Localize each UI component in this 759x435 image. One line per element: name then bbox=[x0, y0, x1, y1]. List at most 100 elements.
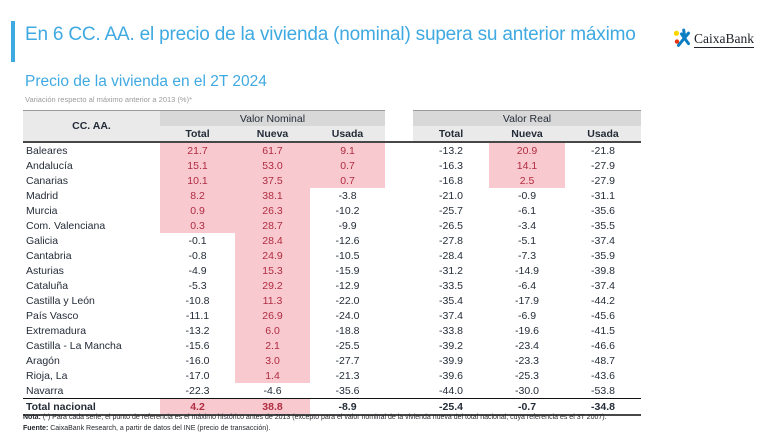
value-cell: 8.2 bbox=[160, 188, 235, 203]
housing-price-table: CC. AA. Valor Nominal Valor Real Total N… bbox=[23, 110, 641, 416]
region-label: Andalucía bbox=[26, 159, 73, 172]
value-cell: -10.8 bbox=[185, 294, 210, 307]
value-cell: 0.7 bbox=[310, 173, 385, 188]
value-cell: 15.1 bbox=[160, 158, 235, 173]
column-gap bbox=[385, 353, 413, 368]
column-gap bbox=[385, 233, 413, 248]
value-cell: -3.4 bbox=[517, 219, 537, 232]
value-cell: -17.9 bbox=[515, 294, 539, 307]
value-cell: -25.4 bbox=[413, 398, 489, 416]
table-row: Rioja, La -17.0 1.4 -21.3 -39.6 -25.3 -43.6 bbox=[23, 368, 641, 383]
column-gap bbox=[385, 338, 413, 353]
table-header: CC. AA. Valor Nominal Valor Real Total N… bbox=[23, 110, 641, 143]
value-cell: -4.9 bbox=[188, 264, 207, 277]
value-cell: -10.5 bbox=[335, 249, 360, 262]
value-cell: -37.4 bbox=[439, 309, 463, 322]
value-cell: -11.1 bbox=[185, 309, 210, 322]
value-cell: -16.3 bbox=[439, 159, 463, 172]
value-cell: -19.6 bbox=[515, 324, 539, 337]
value-cell: 2.1 bbox=[235, 338, 310, 353]
value-cell: -31.2 bbox=[439, 264, 463, 277]
note-text: (*) Para cada serie, el punto de referen… bbox=[40, 414, 607, 421]
value-cell: 15.3 bbox=[235, 263, 310, 278]
value-cell: 14.1 bbox=[489, 158, 565, 173]
cc-aa-header: CC. AA. bbox=[23, 110, 160, 143]
table-row: Madrid 8.2 38.1 -3.8 -21.0 -0.9 -31.1 bbox=[23, 188, 641, 203]
region-label: Com. Valenciana bbox=[26, 219, 106, 232]
value-cell: -21.3 bbox=[335, 369, 360, 382]
value-cell: -27.7 bbox=[335, 354, 360, 367]
region-label: País Vasco bbox=[26, 309, 79, 322]
value-cell: -10.2 bbox=[335, 204, 360, 217]
value-cell: -3.8 bbox=[338, 189, 357, 202]
value-cell: -6.9 bbox=[517, 309, 537, 322]
value-cell: 38.8 bbox=[235, 398, 310, 416]
value-cell: -9.9 bbox=[338, 219, 357, 232]
value-cell: -15.9 bbox=[335, 264, 360, 277]
value-cell: -26.5 bbox=[439, 219, 463, 232]
value-cell: -25.5 bbox=[335, 339, 360, 352]
value-cell: -7.3 bbox=[517, 249, 537, 262]
nominal-total-header: Total bbox=[160, 126, 235, 143]
value-cell: -5.1 bbox=[517, 234, 537, 247]
value-cell: -22.3 bbox=[185, 384, 210, 397]
region-label: Total nacional bbox=[23, 398, 160, 416]
value-cell: -14.9 bbox=[515, 264, 539, 277]
value-cell: -6.1 bbox=[517, 204, 537, 217]
value-cell: -21.0 bbox=[439, 189, 463, 202]
nominal-usada-header: Usada bbox=[310, 126, 385, 143]
value-cell: 21.7 bbox=[160, 142, 235, 158]
value-cell: -39.8 bbox=[591, 264, 615, 277]
table-row: Baleares 21.7 61.7 9.1 -13.2 20.9 -21.8 bbox=[23, 142, 641, 158]
chart-subtitle: Precio de la vivienda en el 2T 2024 bbox=[25, 73, 267, 90]
value-cell: -35.4 bbox=[439, 294, 463, 307]
real-usada-header: Usada bbox=[565, 126, 641, 143]
column-gap bbox=[385, 278, 413, 293]
value-cell: -46.6 bbox=[591, 339, 615, 352]
value-cell: -0.8 bbox=[188, 249, 207, 262]
region-label: Galicia bbox=[26, 234, 59, 247]
value-cell: 28.4 bbox=[235, 233, 310, 248]
value-cell: -35.5 bbox=[591, 219, 615, 232]
value-cell: 3.0 bbox=[235, 353, 310, 368]
source-line: Fuente: CaixaBank Research, a partir de … bbox=[23, 424, 743, 435]
caixabank-logo: CaixaBank bbox=[671, 27, 754, 53]
value-cell: -13.2 bbox=[185, 324, 210, 337]
value-cell: -23.3 bbox=[515, 354, 539, 367]
table-row: Aragón -16.0 3.0 -27.7 -39.9 -23.3 -48.7 bbox=[23, 353, 641, 368]
value-cell: -45.6 bbox=[591, 309, 615, 322]
value-cell: -6.4 bbox=[517, 279, 537, 292]
valor-nominal-header: Valor Nominal bbox=[160, 110, 385, 126]
value-cell: -16.0 bbox=[185, 354, 210, 367]
value-cell: -35.9 bbox=[591, 249, 615, 262]
table-row: Cantabria -0.8 24.9 -10.5 -28.4 -7.3 -35.9 bbox=[23, 248, 641, 263]
region-label: Cataluña bbox=[26, 279, 69, 292]
title-accent-bar bbox=[11, 21, 15, 62]
column-gap bbox=[385, 398, 413, 416]
value-cell: -17.0 bbox=[185, 369, 210, 382]
value-cell: -18.8 bbox=[335, 324, 360, 337]
real-total-header: Total bbox=[413, 126, 489, 143]
region-label: Navarra bbox=[26, 384, 64, 397]
region-label: Asturias bbox=[26, 264, 64, 277]
valor-real-header: Valor Real bbox=[413, 110, 641, 126]
value-cell: -27.9 bbox=[591, 159, 615, 172]
table-row: Castilla y León -10.8 11.3 -22.0 -35.4 -17.9 -… bbox=[23, 293, 641, 308]
value-cell: -39.2 bbox=[439, 339, 463, 352]
table-row: Extremadura -13.2 6.0 -18.8 -33.8 -19.6 -41.5 bbox=[23, 323, 641, 338]
table-row: Castilla - La Mancha -15.6 2.1 -25.5 -39.2 -2… bbox=[23, 338, 641, 353]
value-cell: -25.7 bbox=[439, 204, 463, 217]
value-cell: 0.3 bbox=[160, 218, 235, 233]
table-row: Cataluña -5.3 29.2 -12.9 -33.5 -6.4 -37.4 bbox=[23, 278, 641, 293]
value-cell: -39.9 bbox=[439, 354, 463, 367]
value-cell: -33.5 bbox=[439, 279, 463, 292]
value-cell: -24.0 bbox=[335, 309, 360, 322]
value-cell: -37.4 bbox=[591, 234, 615, 247]
footnotes: Nota: (*) Para cada serie, el punto de r… bbox=[23, 413, 743, 435]
table-row: Murcia 0.9 26.3 -10.2 -25.7 -6.1 -35.6 bbox=[23, 203, 641, 218]
value-cell: 28.7 bbox=[235, 218, 310, 233]
column-gap bbox=[385, 158, 413, 173]
value-cell: -27.9 bbox=[591, 174, 615, 187]
value-cell: 10.1 bbox=[160, 173, 235, 188]
value-cell: 9.1 bbox=[310, 142, 385, 158]
